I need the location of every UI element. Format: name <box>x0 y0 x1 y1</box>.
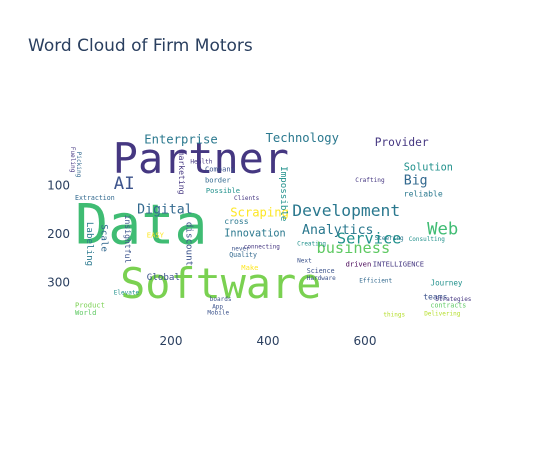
x-tick-label: 200 <box>160 334 183 348</box>
plot-area <box>74 137 462 331</box>
x-axis-ticks: 200 400 600 <box>160 334 377 348</box>
y-tick-label: 100 <box>47 179 70 193</box>
word-crafting: Crafting <box>355 177 385 184</box>
word-intelligence: INTELLIGENCE <box>373 259 424 268</box>
word-next: Next <box>297 257 312 264</box>
word-web: Web <box>427 219 458 239</box>
word-hardware: Hardware <box>307 275 336 282</box>
word-innovation: Innovation <box>224 229 285 240</box>
word-picking: Picking <box>75 152 82 178</box>
word-reliable: reliable <box>404 189 443 199</box>
word-service: Service <box>337 229 401 247</box>
word-data: Data <box>75 192 207 256</box>
word-make: Make <box>241 263 258 272</box>
word-extraction: Extraction <box>75 194 115 202</box>
word-scraping: Scraping <box>230 206 289 220</box>
word-science: Science <box>307 267 335 275</box>
word-digital: Digital <box>137 203 193 218</box>
word-product: Product <box>75 300 105 309</box>
word-elevate: Elevate <box>114 290 140 297</box>
word-solution: Solution <box>404 163 453 174</box>
word-possible: Possible <box>206 186 240 195</box>
word-mobile: Mobile <box>207 310 229 317</box>
word-world: World <box>75 308 96 317</box>
x-tick-label: 600 <box>354 334 377 348</box>
word-driven: driven <box>346 259 372 268</box>
word-teams: teams <box>423 292 447 302</box>
word-clients: Clients <box>234 195 260 202</box>
word-strategies: Strategies <box>435 296 472 303</box>
word-global: Global <box>147 272 180 283</box>
word-labeling: Labeling <box>84 222 95 266</box>
word-discount: discount <box>183 222 194 266</box>
word-contracts: contracts <box>431 302 467 310</box>
word-software: Software <box>120 259 321 308</box>
word-provider: Provider <box>375 136 429 149</box>
word-scale: Scale <box>98 224 109 252</box>
word-journey: Journey <box>431 279 463 288</box>
word-consulting: Consulting <box>409 236 446 243</box>
word-technology: Technology <box>266 131 339 145</box>
word-cross: cross <box>224 216 248 226</box>
word-enterprise: Enterprise <box>144 132 217 146</box>
y-tick-label: 200 <box>47 227 70 241</box>
word-business: business <box>317 239 391 257</box>
word-never: never <box>232 246 250 253</box>
word-creating: Creating <box>297 240 326 247</box>
word-things: things <box>383 312 405 319</box>
y-tick-label: 300 <box>47 276 70 290</box>
word-partner: Partner <box>113 134 289 183</box>
word-delivering: Delivering <box>424 311 461 318</box>
word-efficient: Efficient <box>359 278 392 285</box>
word-quality: Quality <box>229 251 257 259</box>
word-border: border <box>205 175 231 184</box>
word-impossible: Impossible <box>278 166 289 221</box>
word-connecting: connecting <box>244 244 281 251</box>
word-health: Health <box>190 158 212 165</box>
word-analytics: Analytics <box>302 223 373 238</box>
word-steering: Steering <box>375 235 404 242</box>
y-axis-ticks: 100 200 300 <box>47 179 70 290</box>
word-ai: AI <box>114 174 135 194</box>
x-tick-label: 400 <box>257 334 280 348</box>
word-boards: boards <box>210 296 232 303</box>
word-app: App <box>212 303 223 310</box>
word-big: Big <box>404 174 428 189</box>
word-insightful: insightful <box>123 215 133 264</box>
word-development: Development <box>292 201 400 220</box>
word-marketing: marketing <box>177 151 187 195</box>
word-fueling: Fueling <box>69 147 76 173</box>
word-easy: EASY <box>147 231 165 240</box>
chart-title: Word Cloud of Firm Motors <box>28 36 253 56</box>
word-company: Company <box>205 165 235 174</box>
